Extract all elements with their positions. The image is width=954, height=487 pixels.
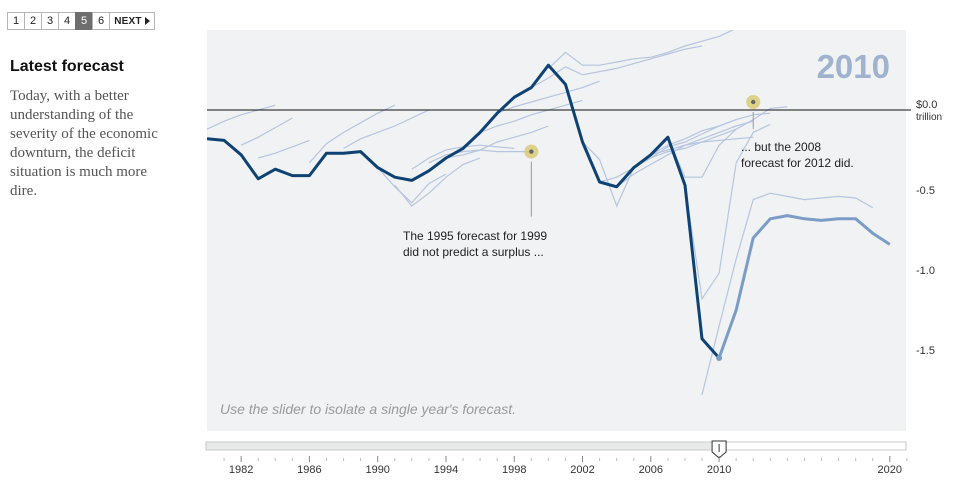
next-button[interactable]: NEXT (109, 12, 155, 30)
past-forecast-line-4 (258, 139, 310, 159)
y-tick-label: -0.5 (916, 185, 935, 197)
past-forecast-line-11 (445, 125, 549, 159)
panel-heading: Latest forecast (10, 58, 124, 75)
x-tick-label: 1982 (229, 464, 253, 476)
annotation-text: The 1995 forecast for 1999 (403, 229, 547, 243)
annotation-dot (751, 99, 756, 105)
past-forecast-line-6 (343, 109, 430, 149)
slider-instruction: Use the slider to isolate a single year'… (220, 401, 516, 417)
y-tick-label: -1.5 (916, 345, 935, 357)
forecast-2010-line (717, 214, 891, 359)
slider-fill (206, 442, 720, 450)
past-forecast-line-7 (377, 167, 447, 204)
x-tick-label: 1990 (365, 464, 389, 476)
past-forecast-line-17 (599, 128, 737, 183)
year-slider[interactable] (205, 440, 907, 459)
y-tick-unit: trillion (916, 112, 942, 123)
play-triangle-icon (144, 17, 150, 25)
page-pager: 1 2 3 4 5 6 NEXT (7, 12, 155, 30)
x-tick-label: 2010 (707, 464, 731, 476)
x-tick-label: 1998 (502, 464, 526, 476)
x-axis: 1982 1986 1990 1994 1998 2002 2006 2010 2020 (223, 456, 908, 476)
selected-year-label: 2010 (817, 48, 890, 85)
past-forecast-line-23 (701, 192, 873, 395)
x-tick-label: 2006 (639, 464, 663, 476)
actual-endpoint-marker (716, 355, 723, 361)
past-forecast-lines (207, 30, 873, 395)
next-label: NEXT (114, 15, 142, 27)
actual-deficit-line (206, 63, 721, 359)
past-forecast-line-8 (394, 157, 481, 207)
x-tick-label: 1994 (434, 464, 458, 476)
past-forecast-line-15 (547, 30, 735, 69)
annotation-text: ... but the 2008 (741, 140, 821, 154)
past-forecast-line-5 (308, 104, 396, 164)
annotation-text: did not predict a surplus ... (403, 245, 544, 259)
x-tick-label: 2002 (570, 464, 594, 476)
y-tick-label: $0.0 (916, 99, 937, 111)
annotation-text: forecast for 2012 did. (741, 156, 854, 170)
page-button-4[interactable]: 4 (58, 12, 76, 30)
annotation-dot (529, 149, 534, 154)
past-forecast-line-3 (240, 117, 293, 146)
past-forecast-line-22 (684, 123, 771, 301)
past-forecast-line-14 (531, 45, 703, 89)
x-tick-label: 1986 (297, 464, 321, 476)
y-tick-label: -1.0 (916, 265, 935, 277)
panel-description: Today, with a better understanding of th… (10, 88, 158, 199)
past-forecast-line-13 (496, 80, 600, 114)
past-forecast-line-2 (207, 104, 276, 130)
plot-area (207, 30, 906, 431)
x-tick-label: 2020 (878, 464, 902, 476)
annotations: The 1995 forecast for 1999 did not predic… (403, 95, 854, 361)
past-forecast-line-12 (479, 99, 583, 133)
